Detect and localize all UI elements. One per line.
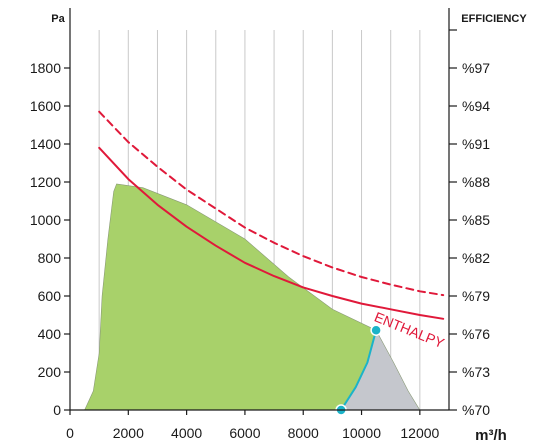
right-tick-label: %97 — [462, 60, 490, 76]
left-tick-label: 1400 — [30, 136, 61, 152]
right-tick-label: %91 — [462, 136, 490, 152]
x-axis-unit-label: m³/h — [475, 427, 507, 444]
right-tick-label: %85 — [462, 212, 490, 228]
x-tick-label: 12000 — [400, 425, 439, 441]
left-tick-label: 400 — [38, 326, 62, 342]
x-tick-label: 10000 — [342, 425, 381, 441]
marker-layer — [335, 324, 382, 416]
x-tick-label: 4000 — [171, 425, 202, 441]
right-tick-label: %79 — [462, 288, 490, 304]
series-enthalpy — [98, 146, 445, 320]
x-tick-label: 6000 — [229, 425, 260, 441]
operating-point-marker — [370, 324, 382, 336]
series-layer — [98, 110, 445, 411]
series-dashed-1 — [98, 110, 445, 297]
left-tick-label: 0 — [53, 402, 61, 418]
right-tick-label: %82 — [462, 250, 490, 266]
right-axis-efficiency-label: EFFICIENCY — [461, 13, 527, 25]
x-tick-label: 2000 — [113, 425, 144, 441]
series-solid-2 — [340, 329, 378, 411]
tick-label-layer: 0 200 400 600 800 1000 1200 1400 1600 1800 %70 %73%… — [30, 60, 490, 441]
right-tick-label: %73 — [462, 364, 490, 380]
left-tick-label: 1000 — [30, 212, 61, 228]
axes-layer — [64, 8, 457, 415]
right-tick-label: %76 — [462, 326, 490, 342]
left-tick-label: 1800 — [30, 60, 61, 76]
left-tick-label: 200 — [38, 364, 62, 380]
right-tick-label: %70 — [462, 402, 490, 418]
left-tick-label: 1200 — [30, 174, 61, 190]
right-tick-label: %88 — [462, 174, 490, 190]
left-tick-label: 800 — [38, 250, 62, 266]
x-tick-label: 8000 — [288, 425, 319, 441]
left-axis-unit-label: Pa — [51, 13, 65, 25]
left-tick-label: 600 — [38, 288, 62, 304]
area-layer — [84, 183, 421, 411]
right-tick-label: %94 — [462, 98, 490, 114]
x-tick-label: 0 — [66, 425, 74, 441]
left-tick-label: 1600 — [30, 98, 61, 114]
